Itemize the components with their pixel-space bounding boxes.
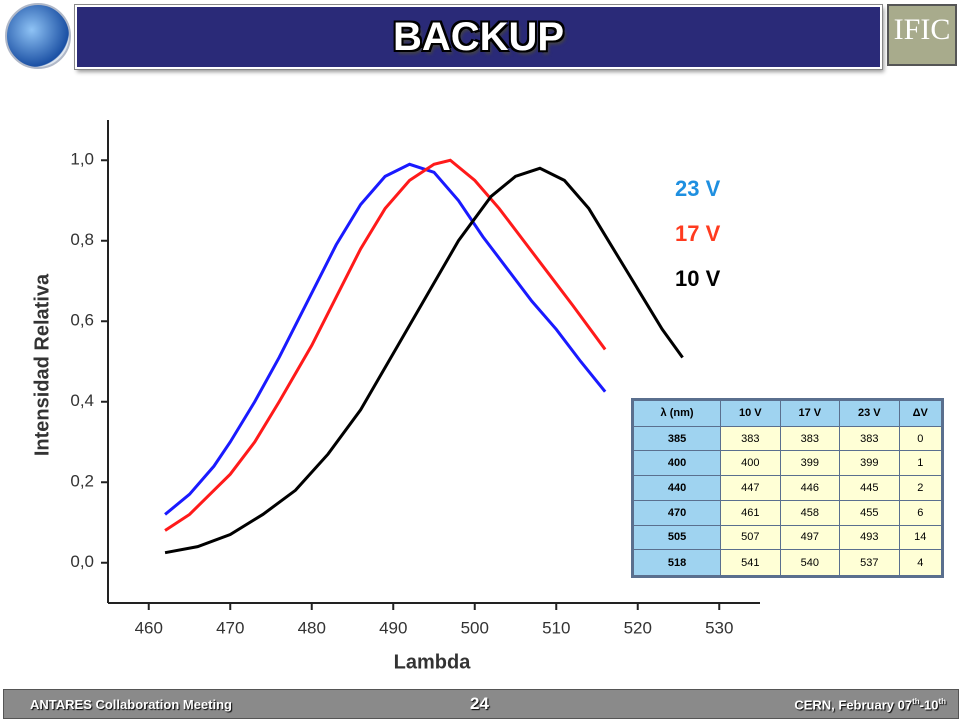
table-cell: 2 (898, 475, 944, 501)
header-cell: 17 V (779, 399, 841, 427)
page-number: 24 (470, 694, 489, 713)
header-cell: ΔV (898, 399, 944, 427)
legend-label: 23 V (675, 176, 721, 201)
series-line (164, 166, 684, 555)
footer-right: CERN, February 07th-10th (794, 697, 946, 712)
table-cell: 507 (720, 524, 781, 551)
header-cell: 10 V (720, 399, 781, 427)
legend-label: 17 V (675, 221, 721, 246)
table-row: 518 541 540 537 4 (631, 549, 944, 577)
y-axis-title: Intensidad Relativa (31, 273, 53, 456)
series-line (164, 158, 607, 532)
table-cell: 383 (779, 425, 841, 452)
table-cell: 447 (720, 475, 781, 501)
table-cell: 6 (898, 499, 944, 526)
y-tick-label: 0,2 (70, 472, 94, 491)
x-tick-label: 490 (379, 618, 407, 637)
table-cell: 383 (839, 425, 900, 452)
table-cell: 399 (779, 450, 841, 477)
header-bar: BACKUP (75, 5, 882, 69)
table-cell: 537 (839, 549, 900, 577)
table-cell: 4 (898, 549, 944, 577)
x-tick-label: 470 (216, 618, 244, 637)
table-cell: 400 (631, 450, 722, 477)
table-cell: 0 (898, 425, 944, 452)
x-tick-label: 520 (624, 618, 652, 637)
table-cell: 505 (631, 524, 722, 551)
x-tick-label: 530 (705, 618, 733, 637)
y-tick-label: 0,4 (70, 391, 94, 410)
x-tick-label: 500 (461, 618, 489, 637)
footer-right-text: -10 (919, 697, 939, 713)
y-tick-label: 0,0 (70, 552, 94, 571)
y-tick-label: 0,8 (70, 230, 94, 249)
table-row: 400 400 399 399 1 (631, 450, 944, 477)
table-cell: 497 (779, 524, 841, 551)
table-row: 505 507 497 493 14 (631, 524, 944, 551)
title: BACKUP (392, 14, 565, 59)
x-axis-title: Lambda (394, 651, 472, 673)
table-cell: 461 (720, 499, 781, 526)
table-cell: 385 (631, 425, 722, 452)
footer-right-text: th (912, 697, 920, 706)
data-table: λ (nm) 10 V 17 V 23 V ΔV 385 383 383 383 0 400 400 3… (631, 398, 944, 578)
table-cell: 1 (898, 450, 944, 477)
table-cell: 470 (631, 499, 722, 526)
header-cell: λ (nm) (631, 399, 722, 427)
header-cell: 23 V (839, 399, 900, 427)
table-header-row: λ (nm) 10 V 17 V 23 V ΔV (631, 399, 944, 427)
logo-left (5, 3, 71, 69)
table-cell: 14 (898, 524, 944, 551)
table-cell: 440 (631, 475, 722, 501)
table-cell: 446 (779, 475, 841, 501)
y-tick-label: 0,6 (70, 311, 94, 330)
x-tick-label: 480 (298, 618, 326, 637)
logo-right: IFIC (887, 4, 957, 66)
table-cell: 445 (839, 475, 900, 501)
legend-label: 10 V (675, 266, 721, 291)
table-row: 385 383 383 383 0 (631, 425, 944, 452)
table-cell: 383 (720, 425, 781, 452)
footer-right-text: CERN, February 07 (794, 697, 913, 713)
series-line (164, 162, 607, 516)
table-cell: 518 (631, 549, 722, 577)
table-cell: 541 (720, 549, 781, 577)
footer-left: ANTARES Collaboration Meeting (30, 697, 232, 712)
table-cell: 540 (779, 549, 841, 577)
table-cell: 458 (779, 499, 841, 526)
x-tick-label: 510 (542, 618, 570, 637)
table-cell: 399 (839, 450, 900, 477)
footer: ANTARES Collaboration Meeting 24 CERN, F… (3, 689, 959, 719)
table-cell: 455 (839, 499, 900, 526)
table-cell: 493 (839, 524, 900, 551)
table-row: 470 461 458 455 6 (631, 499, 944, 526)
footer-right-text: th (938, 697, 946, 706)
table-cell: 400 (720, 450, 781, 477)
x-tick-label: 460 (135, 618, 163, 637)
table-row: 440 447 446 445 2 (631, 475, 944, 501)
y-tick-label: 1,0 (70, 150, 94, 169)
chart: Lambda Intensidad Relativa 460 470 480 490 5… (31, 120, 760, 673)
